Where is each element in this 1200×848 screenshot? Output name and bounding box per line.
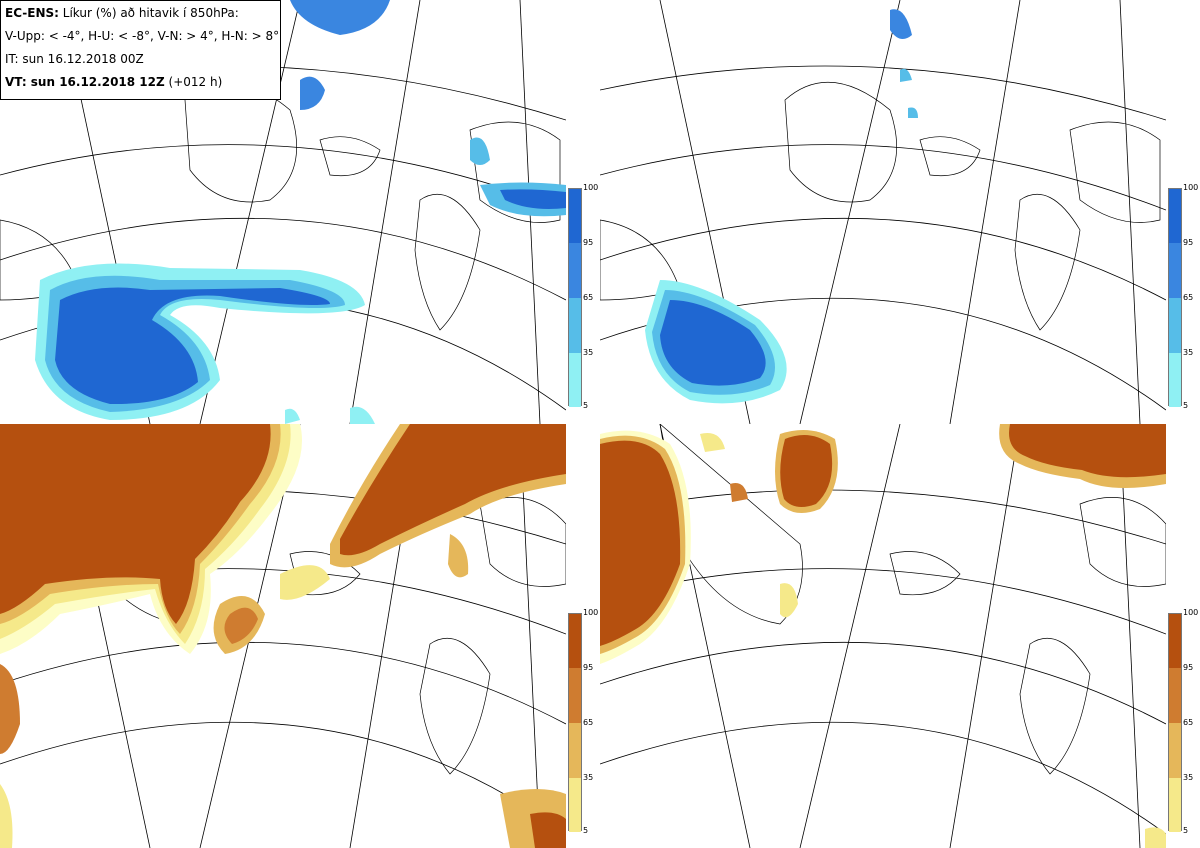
colorbar-upper-left-bar (568, 188, 582, 407)
colorbar-lower-left: 100 95 65 35 5 (568, 609, 598, 835)
coastlines (659, 424, 1166, 775)
colorbar-seg (1169, 614, 1181, 668)
colorbar-seg (569, 723, 581, 778)
probability-field-cold (645, 9, 918, 404)
colorbar-tick: 100 (1183, 183, 1199, 192)
probability-field-warm (600, 424, 1166, 848)
colorbar-seg (569, 353, 581, 407)
colorbar-seg (569, 298, 581, 353)
colorbar-tick: 35 (583, 348, 594, 357)
info-box: EC-ENS: Líkur (%) að hitavik í 850hPa: V… (0, 0, 281, 100)
colorbar-seg (1169, 723, 1181, 778)
colorbar-tick: 65 (583, 718, 594, 727)
info-valid-time: VT: sun 16.12.2018 12Z (5, 75, 165, 89)
colorbar-seg (569, 243, 581, 298)
colorbar-tick: 65 (1183, 718, 1194, 727)
colorbar-lower-right-bar (1168, 613, 1182, 832)
coastlines (600, 81, 1161, 331)
colorbar-tick: 5 (1183, 401, 1189, 410)
colorbar-seg (569, 778, 581, 832)
colorbar-tick: 95 (583, 663, 594, 672)
colorbar-tick: 95 (583, 238, 594, 247)
info-title: Líkur (%) að hitavik í 850hPa: (62, 6, 239, 20)
info-title-line: EC-ENS: Líkur (%) að hitavik í 850hPa: (5, 5, 280, 28)
colorbar-upper-right-bar (1168, 188, 1182, 407)
colorbar-tick: 100 (583, 608, 599, 617)
colorbar-seg (1169, 353, 1181, 407)
colorbar-tick: 100 (1183, 608, 1199, 617)
probability-field-cold (35, 0, 566, 424)
map-graticule (0, 0, 566, 424)
colorbar-tick: 95 (1183, 663, 1194, 672)
colorbar-seg (569, 189, 581, 243)
colorbar-tick: 5 (583, 401, 589, 410)
colorbar-seg (1169, 668, 1181, 723)
colorbar-tick: 5 (1183, 826, 1189, 835)
colorbar-lower-right: 100 95 65 35 5 (1168, 609, 1198, 835)
colorbar-seg (569, 668, 581, 723)
colorbar-tick: 5 (583, 826, 589, 835)
colorbar-tick: 95 (1183, 238, 1194, 247)
colorbar-seg (1169, 189, 1181, 243)
probability-field-warm (0, 424, 566, 848)
colorbar-tick: 100 (583, 183, 599, 192)
colorbar-upper-right: 100 95 65 35 5 (1168, 184, 1198, 410)
colorbar-lower-left-bar (568, 613, 582, 832)
colorbar-upper-left: 100 95 65 35 5 (568, 184, 598, 410)
colorbar-seg (1169, 778, 1181, 832)
colorbar-tick: 35 (1183, 348, 1194, 357)
colorbar-seg (569, 614, 581, 668)
info-valid-time-line: VT: sun 16.12.2018 12Z (+012 h) (5, 74, 280, 97)
info-lead-time: (+012 h) (168, 75, 223, 89)
map-graticule (600, 424, 1166, 848)
map-panel-upper-left: EC-ENS: Líkur (%) að hitavik í 850hPa: V… (0, 0, 566, 424)
map-panel-lower-left (0, 424, 566, 848)
colorbar-tick: 35 (583, 773, 594, 782)
colorbar-seg (1169, 243, 1181, 298)
colorbar-tick: 35 (1183, 773, 1194, 782)
colorbar-seg (1169, 298, 1181, 353)
model-name: EC-ENS: (5, 6, 59, 20)
colorbar-tick: 65 (1183, 293, 1194, 302)
info-initial-time: IT: sun 16.12.2018 00Z (5, 52, 144, 66)
colorbar-tick: 65 (583, 293, 594, 302)
info-thresholds: V-Upp: < -4°, H-U: < -8°, V-N: > 4°, H-N… (5, 29, 280, 43)
map-panel-upper-right (600, 0, 1166, 424)
map-panel-lower-right (600, 424, 1166, 848)
map-graticule (600, 0, 1166, 424)
map-graticule (0, 424, 566, 848)
